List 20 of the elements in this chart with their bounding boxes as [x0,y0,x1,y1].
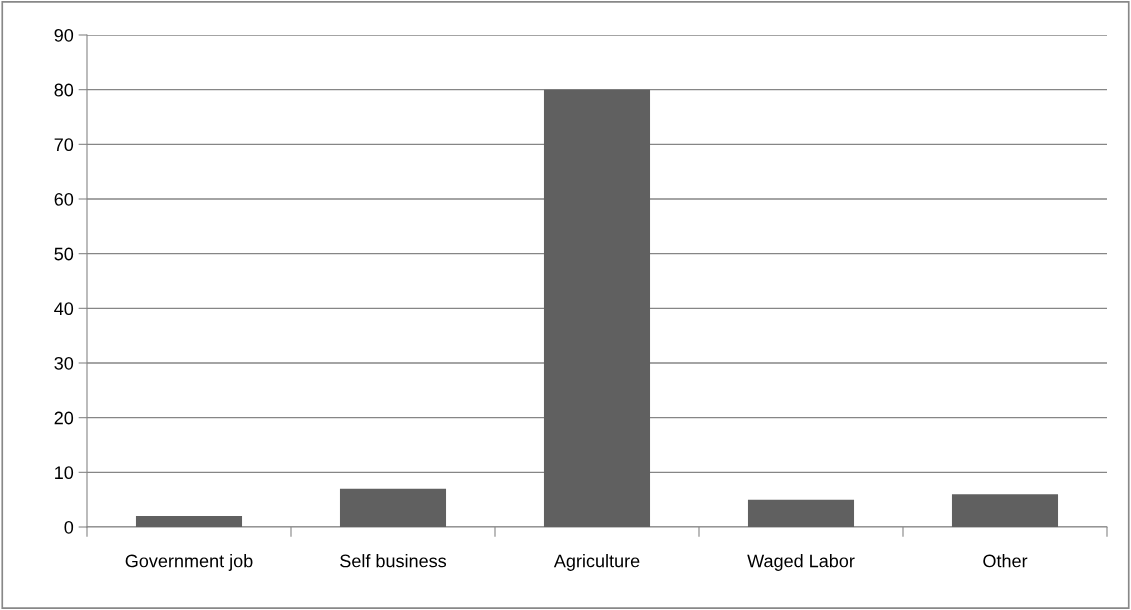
x-tick-label: Agriculture [553,554,640,571]
bar [951,494,1059,527]
bar [543,89,651,527]
bar [135,516,243,527]
y-tick-label: 30 [54,356,74,370]
y-tick-label: 40 [54,302,74,316]
y-tick-label: 50 [54,247,74,261]
y-tick-label: 80 [54,83,74,97]
bar [339,488,447,527]
y-tick-label: 10 [55,466,74,480]
bar [747,499,855,527]
y-tick-label: 60 [54,192,74,206]
y-tick-label: 20 [54,411,74,425]
x-tick-label: Self business [340,554,447,568]
y-tick-label: 70 [54,138,74,152]
x-tick-label: Other [983,554,1028,568]
x-tick-label: Waged Labor [747,554,855,571]
y-tick-label: 0 [64,520,74,534]
y-tick-label: 90 [54,28,74,42]
x-tick-label: Government job [125,554,253,571]
